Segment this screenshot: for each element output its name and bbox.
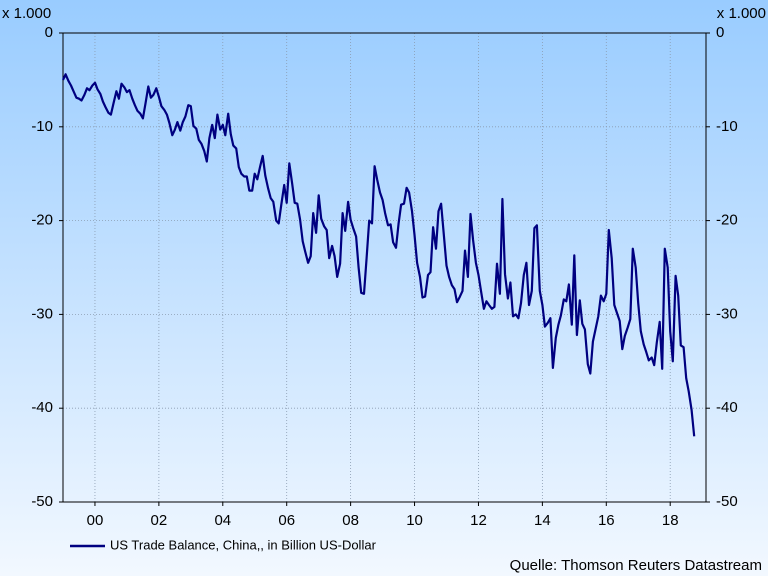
- y-tick-label: -10: [31, 118, 53, 135]
- x-tick-label: 06: [278, 512, 295, 529]
- x-tick-label: 12: [470, 512, 487, 529]
- y2-tick-label: 0: [716, 24, 724, 41]
- y-tick-label: -30: [31, 305, 53, 322]
- x-tick-label: 18: [662, 512, 679, 529]
- x-tick-label: 02: [151, 512, 168, 529]
- y-tick-label: 0: [45, 24, 53, 41]
- y2-tick-label: -50: [716, 493, 738, 510]
- x-tick-label: 16: [598, 512, 615, 529]
- y2-tick-label: -30: [716, 305, 738, 322]
- x-tick-label: 08: [342, 512, 359, 529]
- y2-tick-label: -40: [716, 399, 738, 416]
- y-tick-label: -50: [31, 493, 53, 510]
- legend-label: US Trade Balance, China,, in Billion US-…: [110, 537, 377, 552]
- x-tick-label: 04: [214, 512, 231, 529]
- y-tick-label: -40: [31, 399, 53, 416]
- plot-border: [62, 32, 707, 503]
- x-tick-label: 10: [406, 512, 423, 529]
- y-tick-label: -20: [31, 212, 53, 229]
- y2-tick-label: -20: [716, 212, 738, 229]
- y-unit-label: x 1.000: [2, 5, 51, 22]
- x-tick-label: 14: [534, 512, 551, 529]
- series-line: [62, 73, 696, 437]
- x-tick-label: 00: [87, 512, 104, 529]
- source: Quelle: Thomson Reuters Datastream: [510, 557, 762, 574]
- y2-tick-label: -10: [716, 118, 738, 135]
- y2-unit-label: x 1.000: [717, 5, 766, 22]
